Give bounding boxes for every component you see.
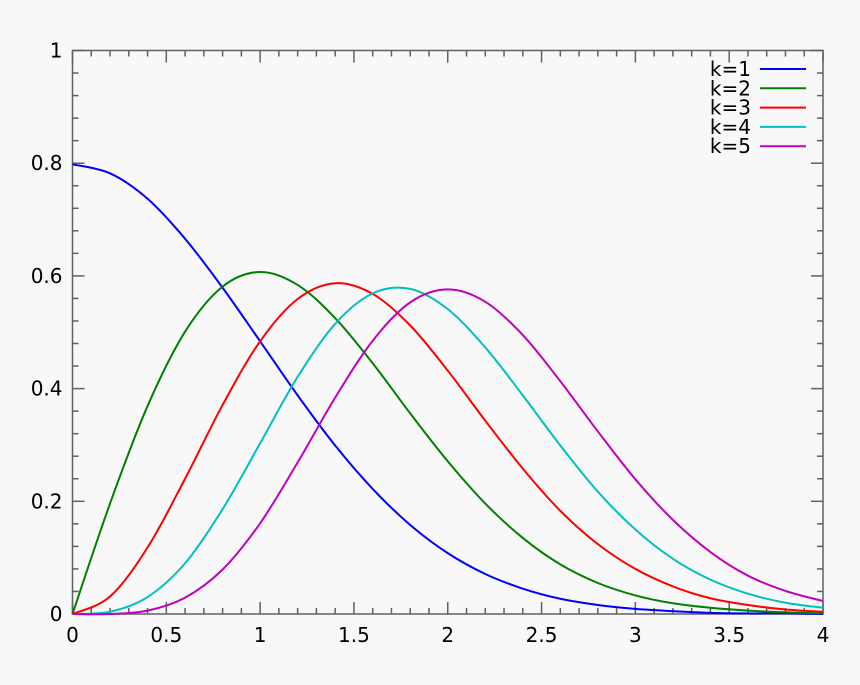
y-tick-label: 0.4 [31, 377, 63, 401]
series-line-k=4 [72, 286, 824, 615]
tick-labels: 0 0.5 1 1.5 2 2.5 3 3.5 4 0 0.2 0.4 0.6 0.8 1 [31, 39, 830, 648]
legend-label: k=4 [710, 115, 751, 139]
y-tick-label: 0 [50, 602, 63, 626]
x-tick-label: 3.5 [713, 623, 745, 647]
x-tick-label: 2.5 [526, 623, 558, 647]
y-tick-label: 0.8 [31, 151, 63, 175]
x-tick-label: 0.5 [150, 623, 182, 647]
x-tick-label: 3 [629, 623, 642, 647]
legend: k=1k=2k=3k=4k=5 [710, 57, 806, 158]
y-tick-label: 1 [50, 39, 63, 63]
series-line-k=3 [72, 282, 824, 615]
y-tick-label: 0.6 [31, 264, 63, 288]
legend-label: k=2 [710, 76, 751, 100]
series-lines [71, 163, 824, 616]
series-line-k=1 [72, 163, 824, 615]
legend-label: k=5 [710, 134, 751, 158]
series-line-k=2 [71, 270, 824, 615]
legend-label: k=3 [710, 96, 751, 120]
legend-label: k=1 [710, 57, 751, 81]
y-tick-label: 0.2 [31, 489, 63, 513]
x-tick-label: 1.5 [338, 623, 370, 647]
x-tick-label: 1 [254, 623, 267, 647]
x-tick-label: 0 [66, 623, 79, 647]
x-tick-label: 2 [441, 623, 454, 647]
series-line-k=5 [72, 288, 824, 616]
x-tick-label: 4 [817, 623, 830, 647]
